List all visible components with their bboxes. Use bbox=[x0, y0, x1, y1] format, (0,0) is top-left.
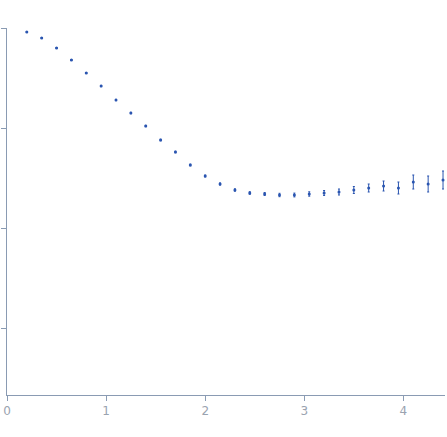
svg-text:0: 0 bbox=[3, 404, 11, 418]
svg-text:4: 4 bbox=[400, 404, 408, 418]
svg-text:1: 1 bbox=[102, 404, 110, 418]
svg-text:2: 2 bbox=[201, 404, 209, 418]
svg-text:3: 3 bbox=[300, 404, 308, 418]
